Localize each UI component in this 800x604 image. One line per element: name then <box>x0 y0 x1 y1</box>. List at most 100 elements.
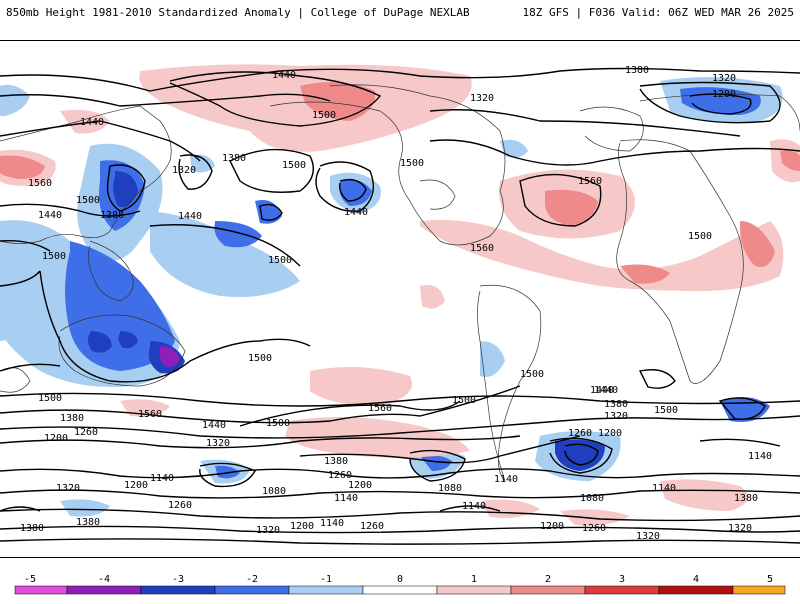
contour-label: 1080 <box>580 493 604 504</box>
contour-label: 1500 <box>268 255 292 266</box>
map-title: 850mb Height 1981-2010 Standardized Anom… <box>6 6 470 19</box>
contour-label: 1140 <box>462 501 486 512</box>
contour-label: 1380 <box>222 153 246 164</box>
contour-label: 1500 <box>248 353 272 364</box>
contour-label: 1080 <box>438 483 462 494</box>
contour-label: 1560 <box>138 409 162 420</box>
contour-label: 1440 <box>80 117 104 128</box>
contour-label: 1560 <box>28 178 52 189</box>
contour-label: 1500 <box>76 195 100 206</box>
contour-label: 1320 <box>470 93 494 104</box>
colorbar-tick-label: 3 <box>619 574 625 585</box>
model-run-info: 18Z GFS | F036 Valid: 06Z WED MAR 26 202… <box>522 6 794 19</box>
colorbar-swatch <box>510 585 586 595</box>
positive-anomaly-fill <box>0 64 800 526</box>
contour-label: 1500 <box>42 251 66 262</box>
contour-label: 1500 <box>654 405 678 416</box>
colorbar-tick-label: -2 <box>246 574 258 585</box>
contour-label: 1380 <box>60 413 84 424</box>
contour-label: 1200 <box>598 428 622 439</box>
contour-label: 1200 <box>348 480 372 491</box>
contour-label: 1200 <box>44 433 68 444</box>
contour-label: 1380 <box>734 493 758 504</box>
colorbar-tick-label: 5 <box>767 574 773 585</box>
contour-label: 1320 <box>604 411 628 422</box>
contour-label: 1500 <box>282 160 306 171</box>
contour-label: 1260 <box>582 523 606 534</box>
contour-label: 1500 <box>400 158 424 169</box>
colorbar-swatch <box>14 585 68 595</box>
contour-label: 1200 <box>290 521 314 532</box>
contour-label: 1380 <box>100 210 124 221</box>
contour-label-group: 1440 1380 1320 1200 1500 1320 1440 1380 … <box>20 65 772 542</box>
contour-label: 1380 <box>76 517 100 528</box>
contour-label: 1560 <box>578 176 602 187</box>
contour-label: 1140 <box>748 451 772 462</box>
header: 850mb Height 1981-2010 Standardized Anom… <box>0 0 800 40</box>
contour-label: 1560 <box>368 403 392 414</box>
contour-label: 1140 <box>150 473 174 484</box>
contour-label: 1380 <box>625 65 649 76</box>
height-contours <box>0 67 800 545</box>
colorbar-tick-label: 1 <box>471 574 477 585</box>
contour-label: 1320 <box>256 525 280 536</box>
contour-label: 1440 <box>344 207 368 218</box>
contour-label: 1500 <box>452 395 476 406</box>
contour-label: 1140 <box>494 474 518 485</box>
contour-label: 1320 <box>636 531 660 542</box>
colorbar-swatch <box>584 585 660 595</box>
weather-map[interactable]: 1440 1380 1320 1200 1500 1320 1440 1380 … <box>0 40 800 558</box>
colorbar-tick-label: -5 <box>24 574 36 585</box>
colorbar-tick-label: 4 <box>693 574 699 585</box>
contour-label: 1500 <box>266 418 290 429</box>
contour-label: 1380 <box>324 456 348 467</box>
colorbar-swatch <box>140 585 216 595</box>
contour-label: 1440 <box>272 70 296 81</box>
contour-label: 1380 <box>20 523 44 534</box>
contour-label: 1500 <box>520 369 544 380</box>
contour-label: 1320 <box>172 165 196 176</box>
colorbar-tick-label: -3 <box>172 574 184 585</box>
contour-label: 1500 <box>38 393 62 404</box>
contour-label: 1560 <box>470 243 494 254</box>
continent-outlines <box>0 84 800 482</box>
contour-label: 1080 <box>262 486 286 497</box>
map-canvas: 1440 1380 1320 1200 1500 1320 1440 1380 … <box>0 64 800 545</box>
contour-label: 1440 <box>38 210 62 221</box>
colorbar-canvas: -5 -4 -3 -2 -1 0 1 2 3 4 5 <box>14 574 786 595</box>
contour-label: 1200 <box>540 521 564 532</box>
contour-label: 1320 <box>728 523 752 534</box>
negative-anomaly-fill <box>0 77 783 517</box>
colorbar-tick-label: 0 <box>397 574 403 585</box>
contour-label: 1440 <box>590 385 614 396</box>
contour-label: 1260 <box>568 428 592 439</box>
colorbar-swatch <box>658 585 734 595</box>
colorbar-tick-label: 2 <box>545 574 551 585</box>
contour-label: 1140 <box>652 483 676 494</box>
colorbar-tick-label: -1 <box>320 574 332 585</box>
contour-label: 1500 <box>688 231 712 242</box>
contour-label: 1200 <box>124 480 148 491</box>
contour-label: 1260 <box>360 521 384 532</box>
contour-label: 1440 <box>594 385 618 396</box>
colorbar-swatch <box>66 585 142 595</box>
contour-label: 1140 <box>320 518 344 529</box>
colorbar-swatch <box>288 585 364 595</box>
contour-label: 1260 <box>328 470 352 481</box>
contour-label: 1320 <box>206 438 230 449</box>
anomaly-colorbar: -5 -4 -3 -2 -1 0 1 2 3 4 5 <box>0 570 800 600</box>
contour-label: 1260 <box>74 427 98 438</box>
contour-label: 1440 <box>202 420 226 431</box>
colorbar-swatch <box>214 585 290 595</box>
colorbar-swatch <box>732 585 786 595</box>
colorbar-tick-label: -4 <box>98 574 110 585</box>
contour-label: 1200 <box>712 89 736 100</box>
contour-label: 1500 <box>312 110 336 121</box>
contour-label: 1140 <box>334 493 358 504</box>
contour-label: 1440 <box>178 211 202 222</box>
contour-label: 1320 <box>712 73 736 84</box>
contour-label: 1320 <box>56 483 80 494</box>
colorbar-swatch <box>362 585 438 595</box>
colorbar-swatch <box>436 585 512 595</box>
contour-label: 1380 <box>604 399 628 410</box>
